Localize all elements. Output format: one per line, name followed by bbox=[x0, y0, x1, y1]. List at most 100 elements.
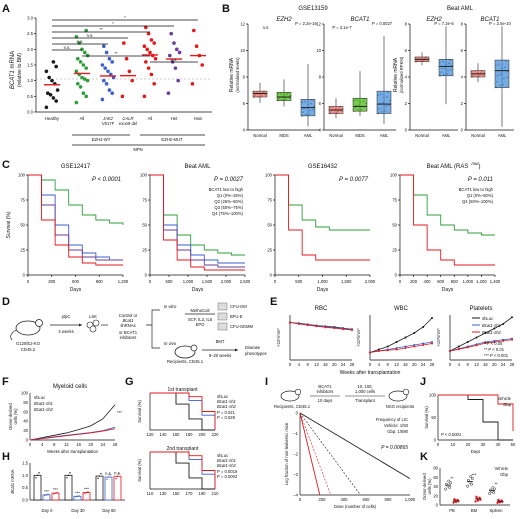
panel-a-xlabel: V617F bbox=[102, 121, 115, 126]
panel-h-point bbox=[107, 476, 110, 478]
panel-c-ytick-label: 50 bbox=[267, 223, 272, 228]
panel-a-dot bbox=[100, 63, 105, 67]
panel-a-ytick-label: 2.5 bbox=[27, 31, 33, 36]
panel-g-ylabel: Survival (%) bbox=[137, 459, 142, 482]
panel-i-ylabel: Log fraction of non-leukemic mice bbox=[284, 422, 289, 485]
panel-i-xtick-label: 400 bbox=[341, 497, 349, 502]
panel-e-xtick-label: 8 bbox=[467, 362, 470, 367]
panel-d-bmt-weeks: 8–20 weeks bbox=[209, 353, 231, 358]
panel-label-k: K bbox=[420, 451, 428, 463]
panel-c-xtick-label: 500 bbox=[166, 279, 174, 284]
panel-b-ytick-label: 2 bbox=[461, 101, 464, 106]
panel-e-xtick-label: 12 bbox=[474, 362, 479, 367]
panel-f-xtick-label: 8 bbox=[53, 442, 56, 447]
panel-a-dot bbox=[166, 91, 171, 95]
panel-e-ylabel: ×10³/mm³ bbox=[356, 328, 361, 347]
panel-e-xtick-label: 16 bbox=[483, 362, 488, 367]
panel-e-point bbox=[413, 344, 416, 346]
panel-d-pipc: pIpC bbox=[62, 314, 71, 319]
panel-k-vehicle-dot bbox=[470, 482, 474, 486]
panel-c-km-line bbox=[275, 174, 370, 261]
panel-a-dot bbox=[102, 78, 106, 83]
panel-g-km: 1st transplant 120 140 160 180 200 220 Survival… bbox=[137, 387, 238, 496]
panel-e-point bbox=[449, 350, 451, 352]
panel-e-xtick-label: 16 bbox=[323, 362, 328, 367]
panel-h-point bbox=[115, 477, 117, 480]
panel-b-boxplots: EZH2 4 6 8 10 12 Normal MDS AML n.s. P = 2.2e-16 BC… bbox=[240, 17, 514, 138]
panel-e-title: WBC bbox=[394, 306, 409, 312]
panel-label-d: D bbox=[2, 296, 10, 308]
panel-g-title: 2nd transplant bbox=[167, 446, 199, 452]
panel-e-point bbox=[333, 327, 336, 330]
panel-e-ylabel: ×10³/mm³ bbox=[436, 328, 441, 347]
panel-a-dot bbox=[110, 91, 114, 95]
panel-b-ytick-label: 4 bbox=[405, 75, 408, 80]
panel-a-dot bbox=[48, 92, 53, 97]
panel-e-line bbox=[369, 317, 433, 353]
panel-k-ylabel: cells (%) bbox=[427, 478, 432, 495]
panel-j-xtick-label: 0 bbox=[437, 442, 440, 447]
panel-h-bar bbox=[64, 474, 73, 501]
panel-h-ytick-label: 1.5 bbox=[22, 461, 28, 466]
panel-c-km-line bbox=[400, 174, 495, 236]
panel-a-ytick-label: 2.0 bbox=[27, 47, 33, 52]
panel-e-line bbox=[449, 316, 513, 352]
panel-e-point bbox=[395, 347, 398, 349]
panel-e-point bbox=[351, 329, 353, 331]
panel-f-line bbox=[29, 428, 116, 441]
panel-c-xtick-label: 0 bbox=[274, 279, 277, 284]
panel-label-g: G bbox=[125, 376, 134, 388]
panel-f-xtick-label: 20 bbox=[88, 442, 93, 447]
panel-c-title-sup: mut bbox=[472, 161, 480, 166]
panel-h-ytick-label: 0.5 bbox=[22, 485, 28, 490]
panel-a-dot bbox=[142, 94, 147, 99]
panel-c-ytick-label: 25 bbox=[20, 248, 25, 253]
panel-h-bar bbox=[33, 474, 42, 501]
panel-a-sig-label: n.s. bbox=[87, 33, 94, 38]
panel-a-dot bbox=[74, 69, 79, 74]
panel-b-pval: P = 7.2e-6 bbox=[434, 21, 454, 26]
panel-a-xlabel: Healthy bbox=[45, 116, 60, 121]
panel-j-ylabel: Survival (%) bbox=[424, 406, 429, 429]
panel-b-gene: EZH2 bbox=[426, 17, 442, 23]
panel-e-point bbox=[395, 348, 398, 351]
panel-h-point bbox=[75, 495, 77, 498]
panel-c: C GSE12417 0 25 50 75 100 0 300 600 900 1,200 Days P… bbox=[2, 159, 501, 293]
panel-a-dot bbox=[83, 77, 87, 81]
panel-i-ytick-label: –2 bbox=[293, 452, 298, 457]
panel-b-ytick-label: 8 bbox=[405, 22, 408, 27]
panel-h-bar bbox=[104, 476, 113, 501]
panel-a-bracket-wt-label: EZH2-WT bbox=[92, 137, 111, 142]
panel-a-sig-label: n.s. bbox=[64, 45, 71, 50]
panel-e-point bbox=[377, 350, 380, 352]
panel-label-b: B bbox=[222, 3, 230, 15]
panel-h-sig: *** bbox=[53, 487, 58, 492]
panel-g-xtick-label: 110 bbox=[147, 491, 154, 496]
panel-c-ytick-label: 25 bbox=[267, 248, 272, 253]
panel-a-dot bbox=[55, 88, 60, 92]
panel-a-xlabel: All bbox=[80, 116, 85, 121]
panel-b-cat: MDS bbox=[279, 133, 289, 138]
panel-i-xtick-label: 0 bbox=[299, 497, 302, 502]
panel-b-ytick-label: 2 bbox=[405, 101, 408, 106]
panel-i-xtick-label: 800 bbox=[385, 497, 393, 502]
panel-i-schematic: Recipients, CD45.1 BCAT1 inhibitors 10 d… bbox=[274, 384, 414, 409]
panel-c-ytick-label: 100 bbox=[390, 173, 398, 178]
panel-e-point bbox=[422, 344, 425, 346]
panel-k-ytick-label: 80 bbox=[433, 466, 438, 471]
panel-g-km-line bbox=[150, 451, 216, 489]
panel-a-dot bbox=[85, 78, 90, 83]
panel-d-lsk: LSK bbox=[89, 314, 97, 319]
panel-k-sig: *** bbox=[472, 472, 477, 477]
panel-c-xtick-label: 0 bbox=[149, 279, 152, 284]
panel-a-dot bbox=[104, 82, 109, 86]
panel-c-xtick-label: 1,500 bbox=[202, 279, 213, 284]
panel-k-tissue-label: Spleen bbox=[489, 508, 503, 513]
panel-k-gbp-dot bbox=[475, 495, 478, 499]
panel-f-xtick-label: 12 bbox=[64, 442, 69, 447]
panel-k-vehicle-dot bbox=[469, 475, 473, 479]
panel-f-line bbox=[29, 426, 116, 441]
panel-k-ytick-label: 60 bbox=[433, 475, 438, 480]
panel-e-point bbox=[315, 325, 318, 328]
panel-b-box bbox=[494, 59, 510, 88]
